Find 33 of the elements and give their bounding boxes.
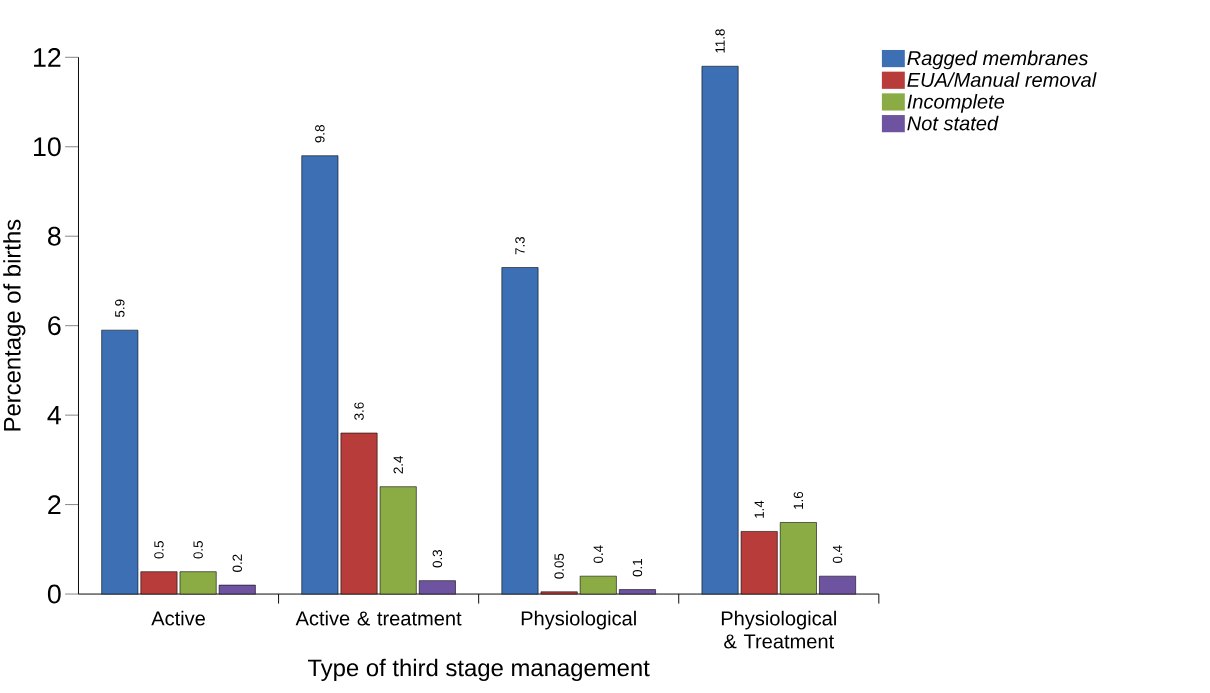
data-label: 0.05 <box>554 553 564 579</box>
data-label: 0.4 <box>593 545 604 563</box>
data-label: 0.3 <box>432 549 443 568</box>
data-label: 9.8 <box>315 124 325 143</box>
data-label: 5.9 <box>115 299 125 317</box>
data-label: 1.4 <box>754 500 764 518</box>
data-label: 3.6 <box>354 402 364 420</box>
data-label: 1.6 <box>793 491 804 509</box>
data-label: 7.3 <box>515 236 525 255</box>
data-label: 0.4 <box>832 545 843 563</box>
data-label: 11.8 <box>715 28 725 53</box>
x-tick-label: Active <box>151 610 205 626</box>
y-tick-label: 10 <box>34 137 61 157</box>
x-tick-label: Active & treatment <box>295 610 462 626</box>
y-tick-label: 2 <box>48 495 61 514</box>
data-label: 0.1 <box>632 558 643 577</box>
legend-label: Not stated <box>907 115 999 131</box>
legend-label: EUA/Manual removal <box>907 72 1097 87</box>
x-axis-title: Type of third stage management <box>307 658 650 681</box>
data-label: 0.5 <box>193 540 203 559</box>
x-tick-label: Physiological <box>521 610 636 630</box>
y-tick-label: 0 <box>47 584 61 604</box>
data-label: 0.5 <box>154 540 164 559</box>
legend-label: Incomplete <box>907 93 1005 113</box>
y-tick-label: 6 <box>48 316 61 335</box>
legend-label: Ragged membranes <box>907 50 1088 70</box>
data-label: 0.2 <box>232 554 243 572</box>
y-tick-label: 8 <box>48 226 61 246</box>
x-tick-label: Physiological & Treatment <box>721 610 836 649</box>
y-axis-title: Percentage of births <box>3 219 26 431</box>
y-tick-label: 12 <box>34 47 61 67</box>
data-label: 2.4 <box>393 455 403 474</box>
y-tick-label: 4 <box>47 405 61 425</box>
